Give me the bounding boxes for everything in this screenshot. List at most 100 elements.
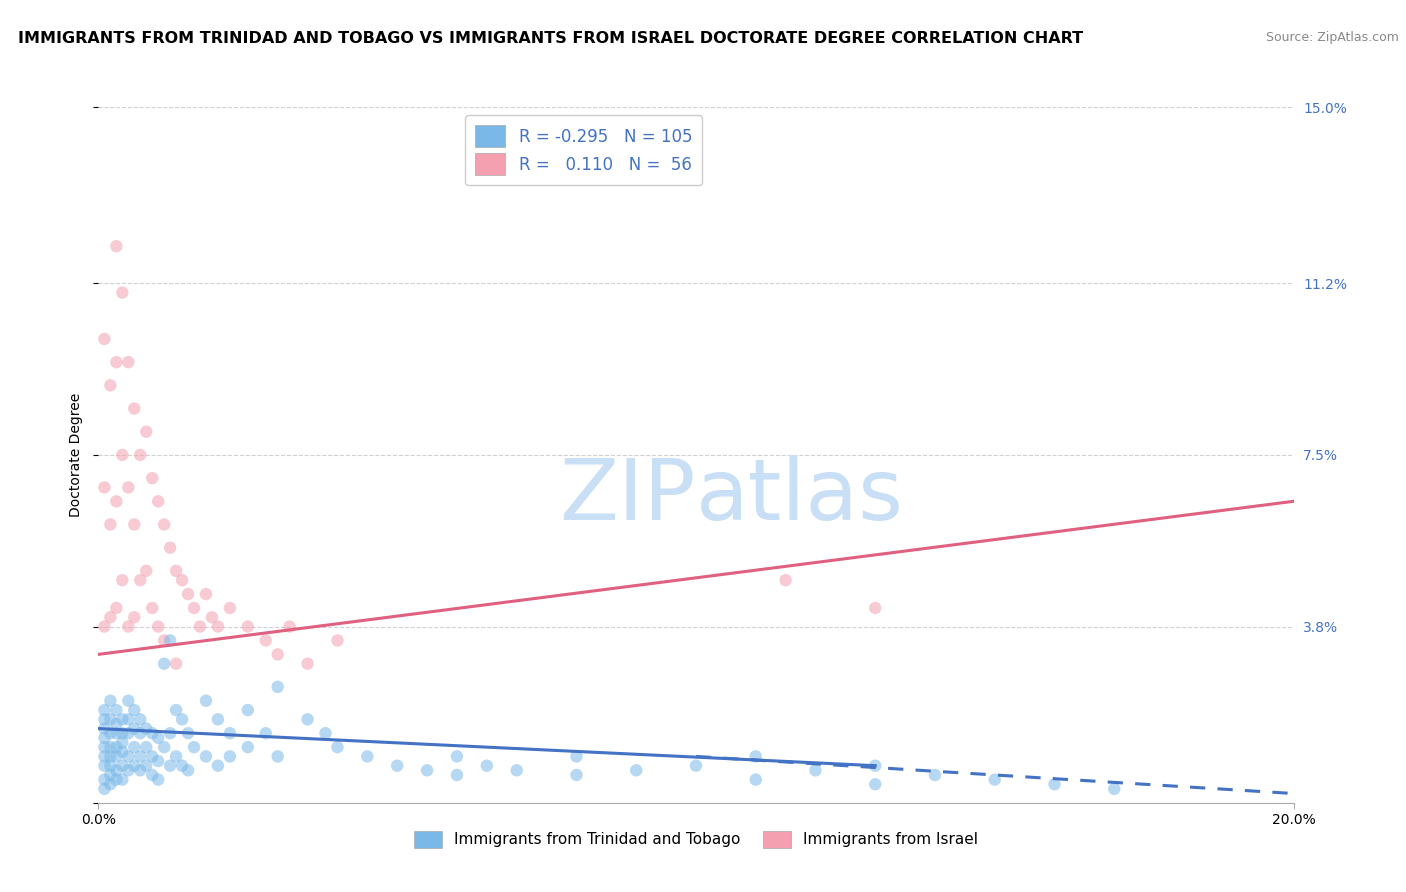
Point <box>117 726 139 740</box>
Point <box>254 633 277 648</box>
Text: Source: ZipAtlas.com: Source: ZipAtlas.com <box>1265 31 1399 45</box>
Point <box>98 740 122 755</box>
Point <box>148 619 170 633</box>
Point <box>236 740 259 755</box>
Point <box>267 648 290 662</box>
Point <box>117 355 139 369</box>
Point <box>236 619 259 633</box>
Point <box>219 749 242 764</box>
Point <box>98 694 122 708</box>
Point <box>297 657 319 671</box>
Point <box>105 703 128 717</box>
Point <box>1104 781 1126 796</box>
Point <box>326 740 349 755</box>
Point <box>385 758 409 772</box>
Point <box>141 749 163 764</box>
Point <box>506 764 529 778</box>
Point <box>446 768 468 782</box>
Point <box>129 712 152 726</box>
Point <box>207 712 229 726</box>
Point <box>177 726 200 740</box>
Point <box>446 749 468 764</box>
Point <box>93 332 115 346</box>
Point <box>93 731 115 745</box>
Point <box>924 768 946 782</box>
Point <box>219 601 242 615</box>
Point <box>865 601 887 615</box>
Point <box>416 764 439 778</box>
Point <box>165 564 187 578</box>
Point <box>267 749 290 764</box>
Point <box>98 610 122 624</box>
Point <box>111 573 134 587</box>
Point <box>236 703 259 717</box>
Point <box>153 740 176 755</box>
Point <box>565 749 588 764</box>
Point <box>98 768 122 782</box>
Point <box>865 777 887 791</box>
Point <box>148 731 170 745</box>
Point <box>141 601 163 615</box>
Point <box>117 694 139 708</box>
Point <box>105 717 128 731</box>
Point <box>183 740 205 755</box>
Point <box>111 745 134 759</box>
Point <box>775 573 797 587</box>
Point <box>124 740 146 755</box>
Point <box>105 601 128 615</box>
Point <box>195 587 218 601</box>
Point <box>124 517 146 532</box>
Legend: Immigrants from Trinidad and Tobago, Immigrants from Israel: Immigrants from Trinidad and Tobago, Imm… <box>408 824 984 855</box>
Point <box>129 448 152 462</box>
Point <box>159 726 181 740</box>
Point <box>105 494 128 508</box>
Point <box>98 777 122 791</box>
Point <box>153 657 176 671</box>
Point <box>98 712 122 726</box>
Point <box>356 749 378 764</box>
Point <box>111 735 134 749</box>
Point <box>135 722 157 736</box>
Point <box>93 772 115 787</box>
Point <box>141 471 163 485</box>
Point <box>129 764 152 778</box>
Point <box>201 610 224 624</box>
Point <box>105 749 128 764</box>
Point <box>188 619 211 633</box>
Point <box>475 758 498 772</box>
Point <box>98 517 122 532</box>
Point <box>117 712 139 726</box>
Point <box>254 726 277 740</box>
Point <box>159 633 181 648</box>
Text: atlas: atlas <box>696 455 904 538</box>
Point <box>111 772 134 787</box>
Point <box>93 619 115 633</box>
Point <box>93 712 115 726</box>
Point <box>124 722 146 736</box>
Point <box>565 768 588 782</box>
Point <box>159 541 181 555</box>
Point <box>117 749 139 764</box>
Point <box>98 378 122 392</box>
Point <box>105 764 128 778</box>
Point <box>153 517 176 532</box>
Point <box>93 703 115 717</box>
Point <box>177 764 200 778</box>
Point <box>148 772 170 787</box>
Point <box>93 749 115 764</box>
Point <box>111 758 134 772</box>
Point <box>984 772 1007 787</box>
Point <box>219 726 242 740</box>
Point <box>129 726 152 740</box>
Point <box>148 754 170 768</box>
Point <box>124 610 146 624</box>
Point <box>117 764 139 778</box>
Point <box>117 619 139 633</box>
Point <box>93 758 115 772</box>
Point <box>159 758 181 772</box>
Point <box>315 726 337 740</box>
Point <box>111 712 134 726</box>
Point <box>111 285 134 300</box>
Point <box>135 425 157 439</box>
Point <box>111 448 134 462</box>
